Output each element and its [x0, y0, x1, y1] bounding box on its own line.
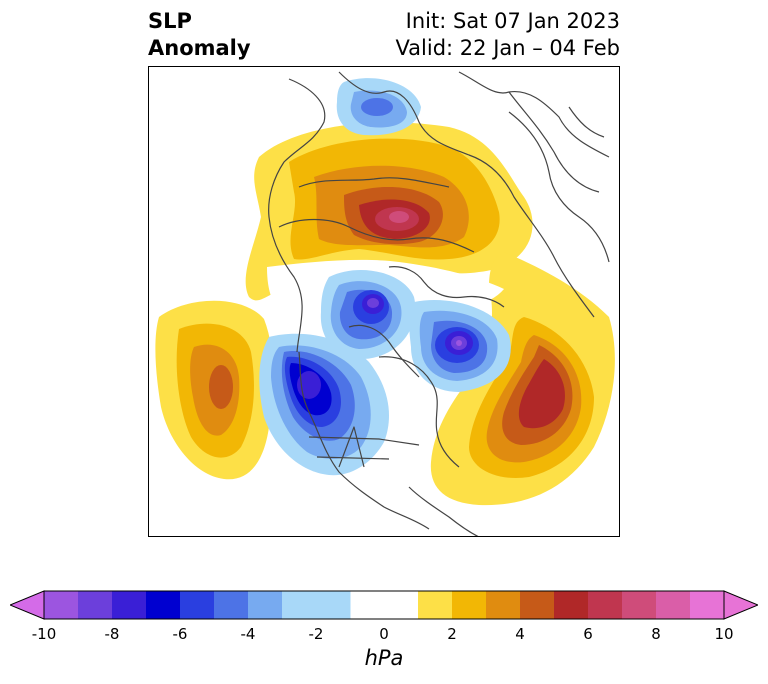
colorbar-bin	[350, 591, 419, 619]
colorbar-bin	[282, 591, 317, 619]
colorbar-tick-label: 6	[583, 625, 593, 643]
colorbar-bin	[554, 591, 589, 619]
colorbar-tick-label: 0	[379, 625, 389, 643]
anomaly-map	[155, 71, 615, 536]
colorbar-bin	[180, 591, 215, 619]
siberia-high-anomaly	[245, 122, 533, 301]
colorbar-bin	[520, 591, 555, 619]
scandinavia-low-anomaly	[336, 78, 421, 136]
colorbar-bin	[248, 591, 283, 619]
colorbar-over-arrow	[723, 590, 758, 620]
colorbar-bin	[316, 591, 351, 619]
colorbar-bin	[214, 591, 249, 619]
colorbar-tick-label: -6	[172, 625, 188, 643]
colorbar-bin	[452, 591, 487, 619]
pacific-high-anomaly	[155, 300, 274, 480]
init-date: Init: Sat 07 Jan 2023	[405, 9, 620, 33]
colorbar-tick-label: -2	[308, 625, 324, 643]
valid-range: Valid: 22 Jan – 04 Feb	[395, 36, 620, 60]
arctic-low-anomaly	[320, 269, 416, 359]
colorbar-tick-label: -4	[240, 625, 256, 643]
colorbar-tick-label: 2	[447, 625, 457, 643]
colorbar	[10, 590, 758, 620]
colorbar-tick-label: 4	[515, 625, 525, 643]
colorbar-bin	[486, 591, 521, 619]
colorbar-bin	[146, 591, 181, 619]
map-title: SLP Anomaly	[148, 8, 251, 62]
title-variable: SLP	[148, 9, 192, 33]
colorbar-bin	[656, 591, 691, 619]
colorbar-bin	[78, 591, 113, 619]
map-dates: Init: Sat 07 Jan 2023 Valid: 22 Jan – 04…	[395, 8, 620, 62]
title-anomaly: Anomaly	[148, 36, 251, 60]
colorbar-tick-label: 10	[714, 625, 734, 643]
greenland-low-anomaly	[409, 300, 511, 392]
colorbar-tick-label: 8	[651, 625, 661, 643]
colorbar-bin	[418, 591, 453, 619]
colorbar-bin	[690, 591, 725, 619]
colorbar-bin	[588, 591, 623, 619]
colorbar-tick-label: -10	[31, 625, 57, 643]
coastlines	[268, 71, 610, 536]
colorbar-bin	[44, 591, 79, 619]
colorbar-unit-label: hPa	[364, 646, 404, 670]
map-panel	[148, 66, 620, 537]
canada-low-anomaly	[259, 333, 389, 476]
colorbar-tick-label: -8	[104, 625, 120, 643]
colorbar-outline	[43, 590, 725, 620]
colorbar-bin	[622, 591, 657, 619]
colorbar-under-arrow	[10, 590, 45, 620]
atlantic-high-anomaly	[430, 252, 615, 506]
colorbar-bin	[112, 591, 147, 619]
